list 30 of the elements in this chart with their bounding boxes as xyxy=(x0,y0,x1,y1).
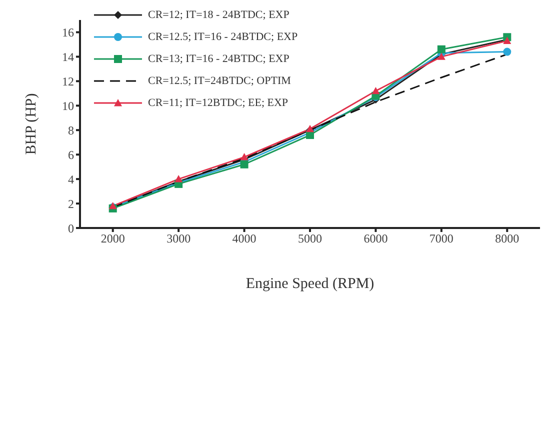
y-tick-label: 4 xyxy=(68,172,74,186)
x-tick-label: 5000 xyxy=(298,232,322,246)
y-tick-label: 0 xyxy=(68,221,74,236)
x-tick-label: 4000 xyxy=(232,232,256,246)
y-tick-label: 12 xyxy=(62,74,74,88)
point xyxy=(437,45,446,54)
legend-label: CR=12; IT=18 - 24BTDC; EXP xyxy=(148,9,290,21)
y-axis-title: BHP (HP) xyxy=(23,93,40,155)
y-tick-label: 14 xyxy=(62,50,74,64)
legend-label: CR=11; IT=12BTDC; EE; EXP xyxy=(148,97,288,109)
legend-label: CR=12.5; IT=24BTDC; OPTIM xyxy=(148,75,291,87)
y-tick-label: 6 xyxy=(68,148,74,162)
x-tick-label: 6000 xyxy=(364,232,388,246)
x-tick-label: 7000 xyxy=(429,232,454,246)
y-tick-label: 10 xyxy=(62,98,74,113)
x-axis-title: Engine Speed (RPM) xyxy=(246,276,374,292)
x-tick-label: 8000 xyxy=(495,232,520,246)
y-tick-label: 16 xyxy=(62,25,74,40)
legend-label: CR=13; IT=16 - 24BTDC; EXP xyxy=(148,53,290,65)
point xyxy=(503,48,512,56)
point xyxy=(372,86,380,94)
y-tick-label: 8 xyxy=(68,123,74,138)
x-tick-label: 3000 xyxy=(166,232,191,246)
point xyxy=(437,52,446,60)
point xyxy=(240,160,248,168)
legend-label: CR=12.5; IT=16 - 24BTDC; EXP xyxy=(148,31,298,43)
x-tick-label: 2000 xyxy=(100,232,125,246)
y-tick-label: 2 xyxy=(68,196,74,211)
point xyxy=(174,175,183,182)
point xyxy=(240,153,248,160)
